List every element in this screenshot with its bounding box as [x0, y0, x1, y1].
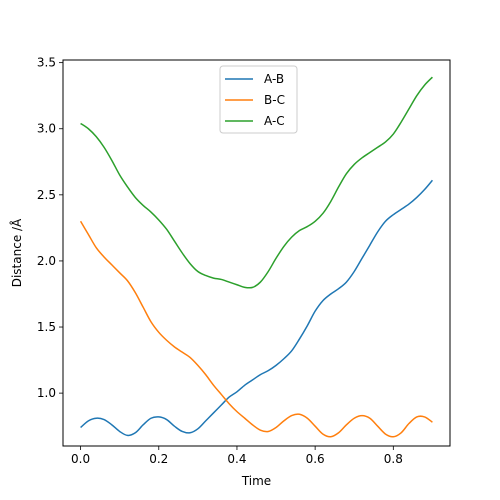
legend-label: B-C [264, 93, 285, 107]
series-line-b-c [79, 220, 433, 438]
y-tick-label: 3.5 [37, 56, 56, 70]
series-line-a-c [80, 76, 433, 289]
y-axis-ticks: 1.0 1.5 2.0 2.5 3.0 3.5 [37, 56, 63, 400]
x-tick-label: 0.8 [384, 452, 403, 466]
y-tick-label: 1.5 [37, 320, 56, 334]
y-tick-label: 2.0 [37, 254, 56, 268]
series-lines [79, 76, 433, 438]
legend-box [219, 65, 298, 134]
y-tick-label: 3.0 [37, 122, 56, 136]
x-tick-label: 0.6 [306, 452, 325, 466]
y-tick-label: 1.0 [37, 386, 56, 400]
x-tick-label: 0.4 [227, 452, 246, 466]
series-line-a-b [80, 179, 433, 437]
x-axis-ticks: 0.0 0.2 0.4 0.6 0.8 [71, 446, 403, 466]
x-tick-label: 0.2 [149, 452, 168, 466]
y-tick-label: 2.5 [37, 188, 56, 202]
legend-label: A-B [264, 72, 284, 86]
plot-frame [62, 59, 451, 447]
y-axis-label: Distance /Å [9, 218, 24, 287]
legend: A-B B-C A-C [219, 65, 298, 134]
x-axis-label: Time [241, 474, 271, 488]
legend-label: A-C [264, 114, 285, 128]
x-tick-label: 0.0 [71, 452, 90, 466]
plot-area [79, 76, 433, 438]
